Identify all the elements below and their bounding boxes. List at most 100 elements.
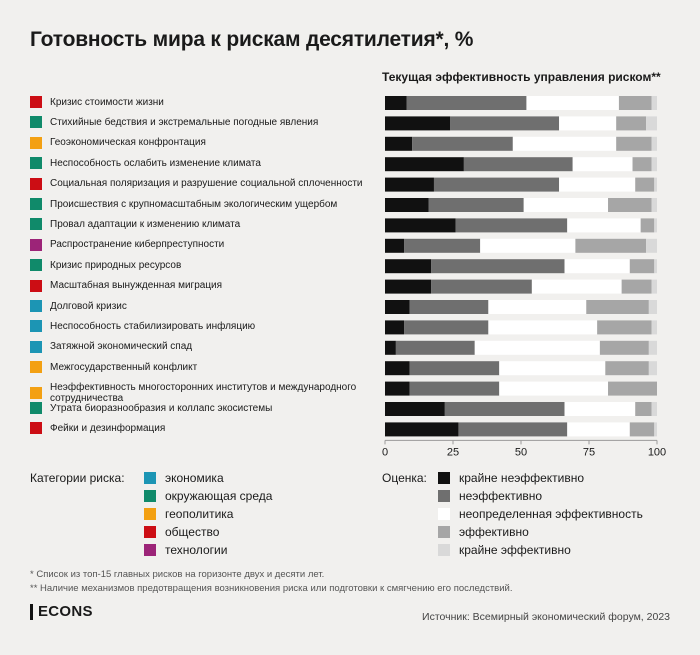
legend-swatch: [438, 508, 450, 520]
chart-subtitle: Текущая эффективность управления риском*…: [382, 70, 661, 84]
bar-segment: [409, 381, 500, 396]
risk-row: Происшествия с крупномасштабным экологич…: [30, 198, 380, 210]
rating-legend-item: крайне неэффективно: [438, 471, 584, 485]
bar-segment: [395, 340, 475, 355]
x-tick-label: 50: [515, 446, 527, 458]
bar-segment: [499, 361, 606, 376]
bar-segment: [406, 96, 527, 110]
risk-row: Социальная поляризация и разрушение соци…: [30, 177, 380, 190]
risk-row: Неэффективность многосторонних институто…: [30, 382, 380, 404]
bar-segment: [385, 340, 396, 355]
bar-segment: [648, 300, 657, 314]
risk-category-marker: [30, 361, 42, 374]
rating-legend-item: неэффективно: [438, 489, 542, 503]
bar-segment: [385, 177, 434, 192]
legend-swatch: [144, 490, 156, 502]
risk-category-marker: [30, 402, 42, 414]
risk-category-legend-title: Категории риска:: [30, 471, 125, 485]
bar-segment: [651, 96, 657, 110]
risk-category-marker: [30, 422, 42, 435]
bar-segment: [385, 116, 451, 131]
bar-segment: [458, 422, 568, 437]
bar-segment: [651, 402, 657, 416]
x-tick-label: 0: [382, 446, 388, 458]
bar-segment: [646, 238, 657, 253]
risk-label: Утрата биоразнообразия и коллапс экосист…: [50, 402, 273, 414]
bar-segment: [385, 198, 429, 212]
legend-label: окружающая среда: [165, 489, 273, 503]
risk-category-marker: [30, 157, 42, 170]
bar-segment: [488, 320, 598, 335]
bar-segment: [567, 422, 630, 437]
risk-label: Неспособность стабилизировать инфляцию: [50, 320, 256, 332]
bar-segment: [651, 136, 657, 151]
risk-label: Фейки и дезинформация: [50, 422, 166, 434]
risk-category-marker: [30, 198, 42, 210]
risk-label: Геоэкономическая конфронтация: [50, 137, 206, 149]
risk-label: Социальная поляризация и разрушение соци…: [50, 178, 363, 190]
bar-segment: [404, 320, 489, 335]
legend-label: эффективно: [459, 525, 529, 539]
risk-category-marker: [30, 320, 42, 333]
bar-segment: [586, 300, 649, 314]
legend-swatch: [438, 472, 450, 484]
bar-segment: [385, 300, 410, 314]
bar-segment: [629, 422, 655, 437]
legend-label: общество: [165, 525, 220, 539]
legend-label: крайне эффективно: [459, 543, 571, 557]
bar-segment: [564, 259, 630, 274]
bar-segment: [635, 177, 655, 192]
bar-segment: [651, 157, 657, 172]
risk-row: Неспособность ослабить изменение климата: [30, 157, 380, 170]
risk-row: Утрата биоразнообразия и коллапс экосист…: [30, 402, 380, 414]
legend-swatch: [438, 490, 450, 502]
risk-label: Кризис природных ресурсов: [50, 259, 182, 271]
risk-row: Межгосударственный конфликт: [30, 361, 380, 374]
x-tick-label: 75: [583, 446, 595, 458]
bar-segment: [646, 116, 657, 131]
rating-legend-title: Оценка:: [382, 471, 427, 485]
risk-row: Долговой кризис: [30, 300, 380, 312]
bar-segment: [599, 340, 649, 355]
risk-category-legend-item: экономика: [144, 471, 224, 485]
risk-label: Неэффективность многосторонних институто…: [50, 381, 357, 404]
bar-segment: [648, 361, 657, 376]
risk-label: Стихийные бедствия и экстремальные погод…: [50, 116, 319, 128]
bar-segment: [474, 340, 600, 355]
risk-category-marker: [30, 340, 42, 353]
bar-segment: [385, 218, 456, 233]
risk-row: Фейки и дезинформация: [30, 422, 380, 435]
risk-category-legend-item: технологии: [144, 543, 227, 557]
bar-segment: [559, 116, 617, 131]
bar-segment: [385, 361, 410, 376]
legend-swatch: [144, 472, 156, 484]
risk-row: Затяжной экономический спад: [30, 340, 380, 353]
risk-label: Межгосударственный конфликт: [50, 361, 198, 373]
legend-label: неэффективно: [459, 489, 543, 503]
legend-swatch: [144, 508, 156, 520]
bar-segment: [480, 238, 576, 253]
bar-segment: [654, 259, 657, 274]
bar-segment: [431, 279, 532, 294]
bar-segment: [385, 279, 432, 294]
bar-segment: [385, 157, 464, 172]
bar-segment: [385, 402, 445, 416]
risk-row: Неспособность стабилизировать инфляцию: [30, 320, 380, 333]
risk-category-legend-item: геополитика: [144, 507, 233, 521]
bar-segment: [616, 136, 652, 151]
legend-label: неопределенная эффективность: [459, 507, 643, 521]
bar-segment: [409, 300, 489, 314]
rating-legend-item: крайне эффективно: [438, 543, 571, 557]
bar-segment: [385, 238, 405, 253]
risk-category-marker: [30, 259, 42, 272]
footnote-1: * Список из топ-15 главных рисков на гор…: [30, 569, 325, 580]
bar-segment: [385, 259, 432, 274]
bar-segment: [608, 198, 652, 212]
risk-category-marker: [30, 177, 42, 190]
bar-segment: [640, 218, 655, 233]
risk-label: Кризис стоимости жизни: [50, 96, 164, 108]
bar-segment: [651, 198, 657, 212]
stacked-bar-chart: 0 25 50 75 100: [382, 96, 666, 458]
bar-segment: [618, 96, 652, 110]
bar-segment: [605, 361, 649, 376]
